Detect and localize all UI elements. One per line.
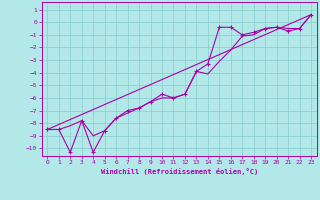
X-axis label: Windchill (Refroidissement éolien,°C): Windchill (Refroidissement éolien,°C) (100, 168, 258, 175)
